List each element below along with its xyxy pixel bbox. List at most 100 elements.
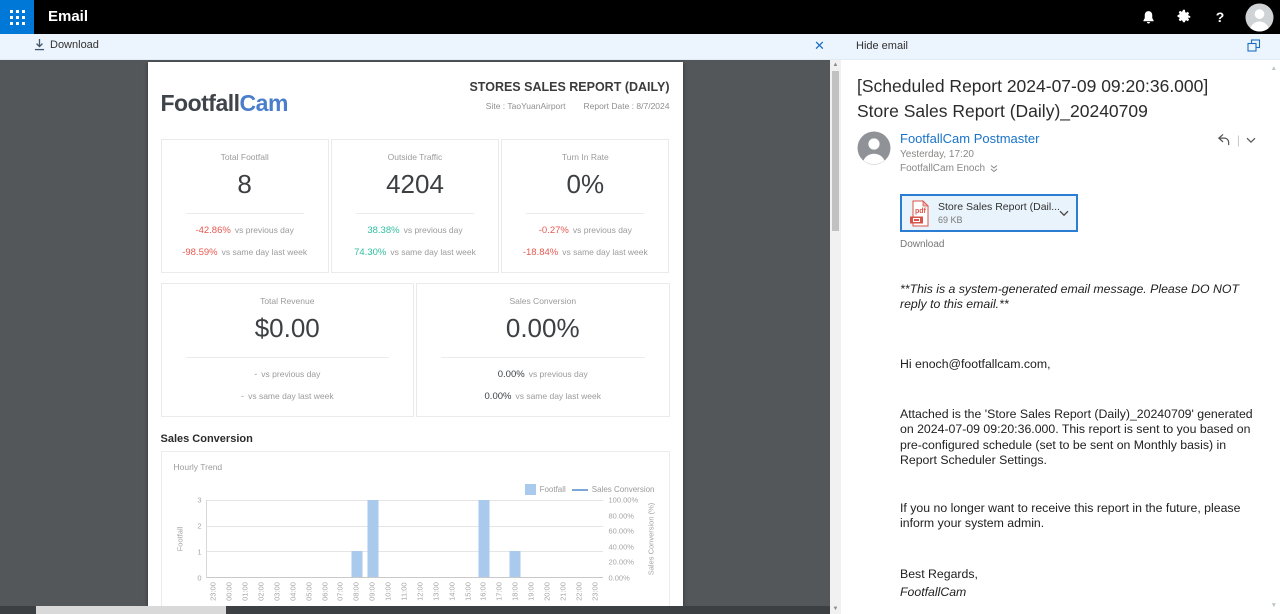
main-split: FootfallCam STORES SALES REPORT (DAILY) … <box>0 60 1280 614</box>
popout-button[interactable] <box>1247 39 1261 55</box>
download-pdf-button[interactable]: Download <box>34 39 99 51</box>
gear-icon <box>1177 9 1191 23</box>
legend-label: Footfall <box>539 485 566 494</box>
attachment-texts: Store Sales Report (Dail... 69 KB <box>938 201 1059 225</box>
recipient-name: FootfallCam Enoch <box>900 163 986 174</box>
email-body-paragraph: If you no longer want to receive this re… <box>900 500 1241 530</box>
attachment-options-icon[interactable] <box>1059 210 1069 217</box>
email-reading-pane: [Scheduled Report 2024-07-09 09:20:36.00… <box>841 60 1280 614</box>
stat-delta-line: 74.30% vs same day last week <box>340 247 490 258</box>
attachment-card[interactable]: pdf Store Sales Report (Dail... 69 KB <box>900 194 1078 232</box>
recipient-expander[interactable]: FootfallCam Enoch <box>900 163 1039 174</box>
x-axis-label-text: 10:00 <box>383 582 393 601</box>
report-title: STORES SALES REPORT (DAILY) <box>469 80 670 94</box>
stat-delta-line: 38.38% vs previous day <box>340 225 490 236</box>
reply-actions: | <box>1216 133 1256 147</box>
account-avatar-button[interactable] <box>1238 0 1280 34</box>
stat-delta-value: 74.30% <box>354 247 387 258</box>
pdf-page: FootfallCam STORES SALES REPORT (DAILY) … <box>147 62 683 606</box>
footfallcam-logo: FootfallCam <box>160 90 289 116</box>
stat-card-value: $0.00 <box>254 313 320 343</box>
x-axis-label-text: 20:00 <box>542 582 552 601</box>
sent-time: Yesterday, 17:20 <box>900 149 974 160</box>
left-axis-title: Footfall <box>175 526 184 552</box>
attachment-download-link[interactable]: Download <box>900 239 945 250</box>
divider <box>441 357 645 358</box>
x-axis-label-text: 01:00 <box>240 582 250 601</box>
close-preview-button[interactable]: ✕ <box>814 38 825 54</box>
stat-delta-label: vs previous day <box>403 225 463 235</box>
attachment-size: 69 KB <box>938 215 963 225</box>
separator: | <box>1236 133 1240 147</box>
x-axis-label-text: 13:00 <box>431 582 441 601</box>
pdf-horizontal-scrollbar-thumb[interactable] <box>36 606 226 614</box>
email-body-paragraph: Best Regards, <box>900 567 978 582</box>
pdf-vertical-scrollbar[interactable]: ▲ ▼ <box>830 60 841 614</box>
stat-card-value: 4204 <box>386 169 444 199</box>
stat-delta-value: -98.59% <box>182 247 218 258</box>
email-body-paragraph: FootfallCam <box>900 584 967 599</box>
right-axis-tick-label: 80.00% <box>608 511 634 521</box>
settings-button[interactable] <box>1166 0 1202 34</box>
attachment-block: pdf Store Sales Report (Dail... 69 KB Do… <box>900 194 1264 250</box>
email-scroll-down-icon[interactable]: ▼ <box>1270 602 1277 609</box>
stat-delta-value: 0.00% <box>484 391 512 402</box>
stat-delta-label: vs previous day <box>261 369 321 379</box>
svg-text:pdf: pdf <box>915 208 927 215</box>
stat-card-value: 8 <box>237 169 252 199</box>
x-axis-label-text: 08:00 <box>351 582 361 601</box>
stat-card-value: 0% <box>566 169 605 199</box>
stat-delta-label: vs previous day <box>234 225 294 235</box>
pdf-horizontal-scrollbar[interactable] <box>0 606 830 614</box>
stat-delta-value: 38.38% <box>367 225 400 236</box>
pdf-preview-pane: FootfallCam STORES SALES REPORT (DAILY) … <box>0 60 830 614</box>
more-reply-options-icon[interactable] <box>1246 137 1256 144</box>
stat-delta-value: 0.00% <box>497 369 525 380</box>
chart-subtitle: Hourly Trend <box>173 462 223 472</box>
right-axis-ticks: 0.00% 20.00% 40.00% 60.00% 80.00% 100.00% <box>603 496 645 583</box>
stat-card: Turn In Rate 0% -0.27% vs previous day -18.8… <box>501 139 670 273</box>
app-title: Email <box>48 8 89 25</box>
scroll-down-icon[interactable]: ▼ <box>832 606 839 612</box>
attachment-name: Store Sales Report (Dail... <box>938 201 1059 213</box>
stat-delta-label: vs same day last week <box>248 391 334 401</box>
stat-delta-line: 0.00% vs same day last week <box>425 391 661 402</box>
sender-name-link[interactable]: FootfallCam Postmaster <box>900 131 1040 146</box>
reply-icon[interactable] <box>1216 133 1231 147</box>
help-button[interactable]: ? <box>1202 0 1238 34</box>
app-launcher-button[interactable] <box>0 0 34 34</box>
left-axis-ticks: 0 1 2 3 <box>186 496 206 583</box>
x-axis-label-text: 06:00 <box>320 582 330 601</box>
x-axis-label-text: 12:00 <box>415 582 425 601</box>
hide-email-button[interactable]: Hide email <box>856 40 908 52</box>
stat-delta-line: - vs same day last week <box>170 391 406 402</box>
x-axis-labels: 23:00 00:00 01:00 02:00 03:00 04:00 05:00 06:00… <box>206 578 603 606</box>
chart-body: Footfall 0 1 2 3 0.00% 20.00% 40.00% 60.00% 80.… <box>174 496 657 583</box>
email-body: **This is a system-generated email messa… <box>900 282 1264 600</box>
email-body-paragraph: Attached is the 'Store Sales Report (Dai… <box>900 407 1253 468</box>
x-axis-label-text: 04:00 <box>288 582 298 601</box>
gridline <box>206 525 603 527</box>
stat-card-label: Total Footfall <box>220 152 269 162</box>
x-axis-label-text: 18:00 <box>510 582 520 601</box>
scroll-up-icon[interactable]: ▲ <box>832 62 839 68</box>
pdf-vertical-scrollbar-thumb[interactable] <box>832 71 839 231</box>
report-site: Site : TaoYuanAirport <box>485 101 566 111</box>
bell-icon <box>1142 10 1154 23</box>
email-scroll-up-icon[interactable]: ▲ <box>1270 65 1277 72</box>
chart-legend: Footfall Sales Conversion <box>524 484 655 495</box>
footfall-bar <box>509 551 521 577</box>
right-axis-tick-label: 40.00% <box>608 542 634 552</box>
left-axis-tick-label: 0 <box>197 573 202 583</box>
header-actions: ? <box>1130 0 1280 34</box>
stat-delta-label: vs same day last week <box>390 247 476 257</box>
notifications-button[interactable] <box>1130 0 1166 34</box>
stat-card: Outside Traffic 4204 38.38% vs previous day… <box>330 139 500 273</box>
stats-row-1: Total Footfall 8 -42.86% vs previous day -98… <box>160 139 670 273</box>
stat-card: Sales Conversion 0.00% 0.00% vs previous da… <box>416 283 670 417</box>
footfall-bar <box>367 500 379 577</box>
x-axis-label-text: 15:00 <box>463 582 473 601</box>
stat-card-label: Total Revenue <box>260 296 315 306</box>
open-in-new-window-icon <box>1247 39 1261 52</box>
right-axis-tick-label: 100.00% <box>608 495 639 505</box>
